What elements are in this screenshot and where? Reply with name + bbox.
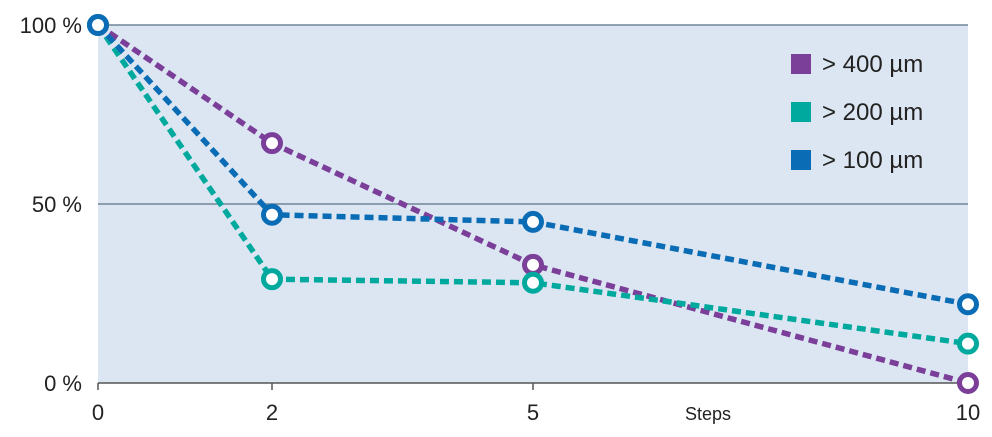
series-2: [87, 14, 979, 316]
series-line-0: [96, 22, 969, 386]
x-tick-label-5: 5: [527, 400, 539, 425]
y-tick-label-50: 50 %: [32, 192, 82, 217]
series-2-point-0: [87, 14, 109, 36]
legend-label-0: > 400 µm: [822, 51, 923, 78]
y-tick-label-100: 100 %: [20, 13, 82, 38]
x-tick-label-10: 10: [956, 400, 980, 425]
legend-label-2: > 100 µm: [822, 147, 923, 174]
legend-swatch-2: [791, 150, 811, 170]
series-2-point-2: [522, 210, 544, 233]
x-axis-title: Steps: [685, 404, 731, 424]
y-tick-label-0: 0 %: [44, 371, 82, 396]
series-2-point-1: [261, 203, 283, 226]
x-axis-ticks: 0 2 5 10: [92, 383, 980, 425]
legend-swatch-0: [791, 54, 811, 74]
legend-label-1: > 200 µm: [822, 99, 923, 126]
grid-lines: [98, 24, 968, 205]
series-line-2: [95, 23, 969, 307]
legend: > 400 µm > 200 µm > 100 µm: [791, 51, 923, 174]
x-tick-label-0: 0: [92, 400, 104, 425]
series-1-point-1: [261, 268, 283, 291]
series-layer: [87, 14, 979, 394]
series-1-point-2: [522, 271, 544, 294]
legend-swatch-1: [791, 102, 811, 122]
series-0-point-3: [957, 372, 979, 394]
series-2-point-3: [957, 293, 979, 316]
series-1-point-3: [957, 332, 979, 355]
y-axis-ticks: 0 % 50 % 100 %: [20, 13, 82, 396]
x-tick-label-2: 2: [266, 400, 278, 425]
series-line-1: [95, 23, 969, 347]
series-0-point-2: [522, 253, 544, 276]
series-0-point-1: [261, 132, 283, 155]
